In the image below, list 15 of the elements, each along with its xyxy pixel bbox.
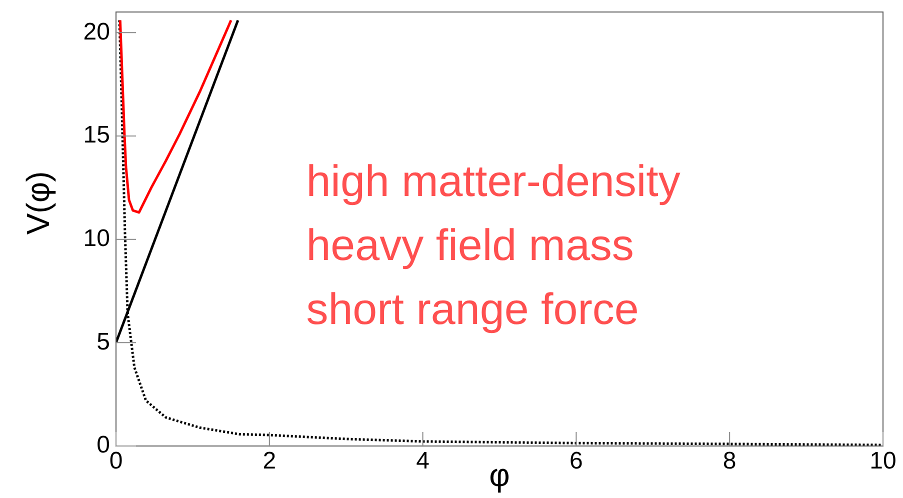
x-tick-label: 6 [570,448,583,475]
x-tick-label: 2 [262,448,276,475]
x-tick-label: 4 [416,448,430,475]
x-tick-label: 10 [870,448,896,475]
y-tick-label: 20 [83,18,110,46]
x-axis-title: φ [489,457,510,493]
annotation: heavy field mass [306,221,634,270]
x-tick-label: 8 [722,448,736,475]
annotation: short range force [306,285,639,334]
y-tick-label: 10 [83,224,110,252]
line-series [118,19,883,446]
y-tick-label: 15 [83,122,110,149]
y-axis-title: V(φ) [20,171,56,235]
annotation: high matter-density [306,157,680,206]
y-tick-label: 5 [96,328,110,356]
